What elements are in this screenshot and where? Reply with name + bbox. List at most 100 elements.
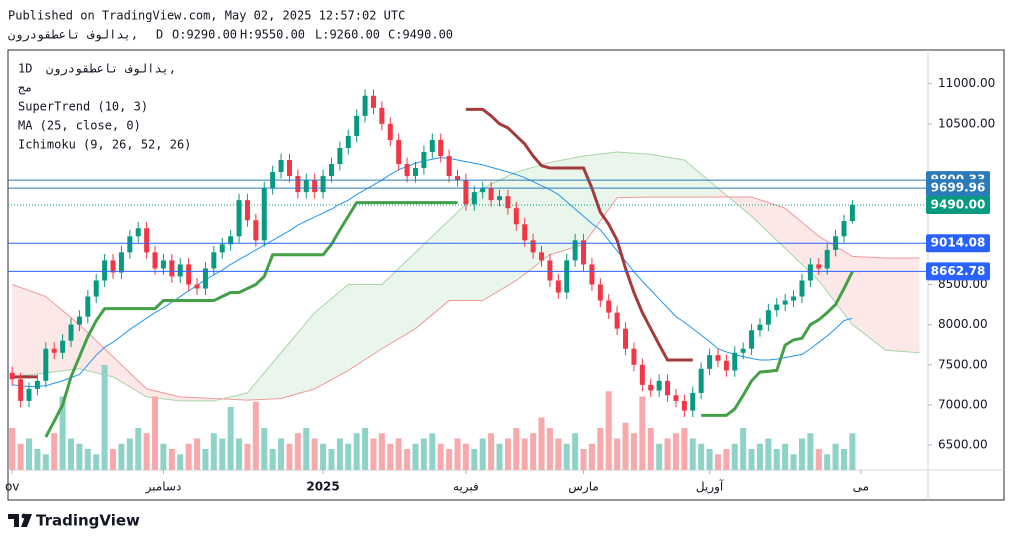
header-low: L:9260.00 [315,28,380,42]
candle-body [454,176,460,181]
supertrend-line [44,201,458,438]
cloud-segment [12,284,46,377]
candle-body [749,330,755,349]
price-label-box [926,179,990,198]
cloud-segment [617,151,651,198]
legend: 1D يدالوف تاعطقودرون, مج SuperTrend (10,… [18,62,191,152]
candle-body [597,284,603,301]
volume-bar [395,438,402,470]
volume-bar [101,365,108,470]
candle-body [656,380,662,391]
x-tick-label: ov [5,480,19,494]
y-tick-label: 8000.00 [938,317,988,331]
candle-body [26,388,32,401]
candle-body [68,324,74,341]
candle-body [202,268,208,289]
brand-logo: TradingView [8,512,140,530]
candle-body [303,180,309,193]
candle-body [732,352,738,371]
y-tick-label: 7500.00 [938,357,988,371]
header-high: H:9550.00 [240,28,305,42]
volume-bar [454,438,461,470]
volume-bar [311,438,318,470]
candle-body [328,164,334,177]
cloud-segment [281,312,315,399]
candle-body [429,139,435,152]
legend-indicator: Ichimoku (9, 26, 52, 26) [18,138,191,152]
cloud-segment [415,220,450,329]
volume-bar [370,438,377,470]
volume-bar [252,401,259,470]
volume-bar [202,449,209,470]
volume-bar [698,443,705,470]
candle-body [757,324,763,331]
header-symbol: يدالوف تاعطقودرون, [8,28,138,43]
candle-body [782,300,788,305]
price-label: 9699.96 [931,181,986,195]
volume-bar [17,443,24,470]
candle-body [623,328,629,349]
cloud-segment [113,356,147,397]
volume-bar [345,443,352,470]
volume-bar [689,438,696,470]
volume-bar [244,443,251,470]
volume-bar [765,438,772,470]
logo-mark [8,514,32,527]
volume-bar [832,443,839,470]
volume-bar [278,438,285,470]
volume-bar [504,438,511,470]
volume-bar [160,443,167,470]
volume-bar [656,443,663,470]
y-tick-label: 11000.00 [938,76,995,90]
volume-bar [126,438,133,470]
candle-body [85,296,91,317]
candle-body [765,310,771,325]
volume-bar [42,454,49,470]
candle-body [18,379,24,401]
candle-body [152,252,158,269]
cloud-segment [381,252,416,349]
ma-line [12,157,853,387]
candle-body [488,188,494,201]
volume-bar [815,449,822,470]
legend-volume: مج [18,81,32,95]
volume-bar [9,428,16,470]
volume-bar [68,438,75,470]
volume-bar [740,428,747,470]
candle-body [219,244,225,253]
candle-body [51,348,57,353]
volume-bar [59,396,66,470]
volume-bar [261,428,268,470]
volume-bar [782,443,789,470]
candle-body [421,151,427,169]
volume-bar [462,443,469,470]
volume-bar [185,443,192,470]
candle-body [513,208,519,225]
volume-bar [530,433,537,470]
volume-bar [546,428,553,470]
candle-body [807,264,813,281]
cloud-segment [684,160,718,197]
volume-bar [807,433,814,470]
candle-body [261,188,267,241]
volume-bar [51,433,58,470]
candle-body [774,304,780,311]
volume-bar [488,433,495,470]
candle-body [581,240,587,265]
volume-bar [34,449,41,470]
candle-body [572,240,578,261]
cloud-segment [314,284,349,389]
logo-dot [21,513,27,519]
candle-body [211,252,217,269]
price-label-box [926,234,990,253]
cloud-segment [180,396,214,401]
volume-bar [521,438,528,470]
candle-body [564,260,570,293]
candle-body [9,372,15,380]
volume-bar [496,443,503,470]
volume-bar [605,391,612,470]
cloud-segment [348,284,382,371]
candle-body [387,123,393,140]
supertrend-line [701,270,854,417]
candle-body [396,139,402,165]
